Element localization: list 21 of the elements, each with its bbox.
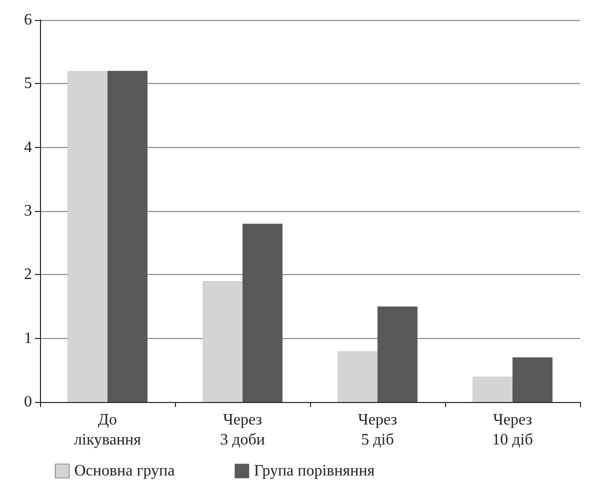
bar: [108, 70, 148, 402]
legend-label: Основна група: [74, 462, 175, 480]
x-tick-label: Через 10 діб: [492, 412, 533, 448]
y-tick-label: 6: [24, 12, 32, 28]
bar: [242, 224, 282, 402]
y-tick-label: 2: [24, 266, 32, 284]
y-tick-label: 0: [24, 394, 32, 410]
bar: [338, 351, 378, 402]
y-tick-label: 3: [24, 202, 32, 220]
bar: [472, 376, 512, 402]
y-tick-label: 5: [24, 75, 32, 92]
bar: [378, 306, 418, 402]
x-tick-label: Через 5 діб: [358, 412, 398, 448]
x-tick-label: До лікування: [74, 412, 142, 448]
legend-label: Група порівняння: [254, 462, 376, 480]
bar: [202, 281, 242, 402]
x-tick-label: Через 3 доби: [220, 412, 266, 448]
y-tick-label: 1: [24, 330, 32, 347]
bar: [512, 357, 552, 402]
bar: [68, 70, 108, 402]
y-tick-label: 4: [24, 138, 32, 156]
